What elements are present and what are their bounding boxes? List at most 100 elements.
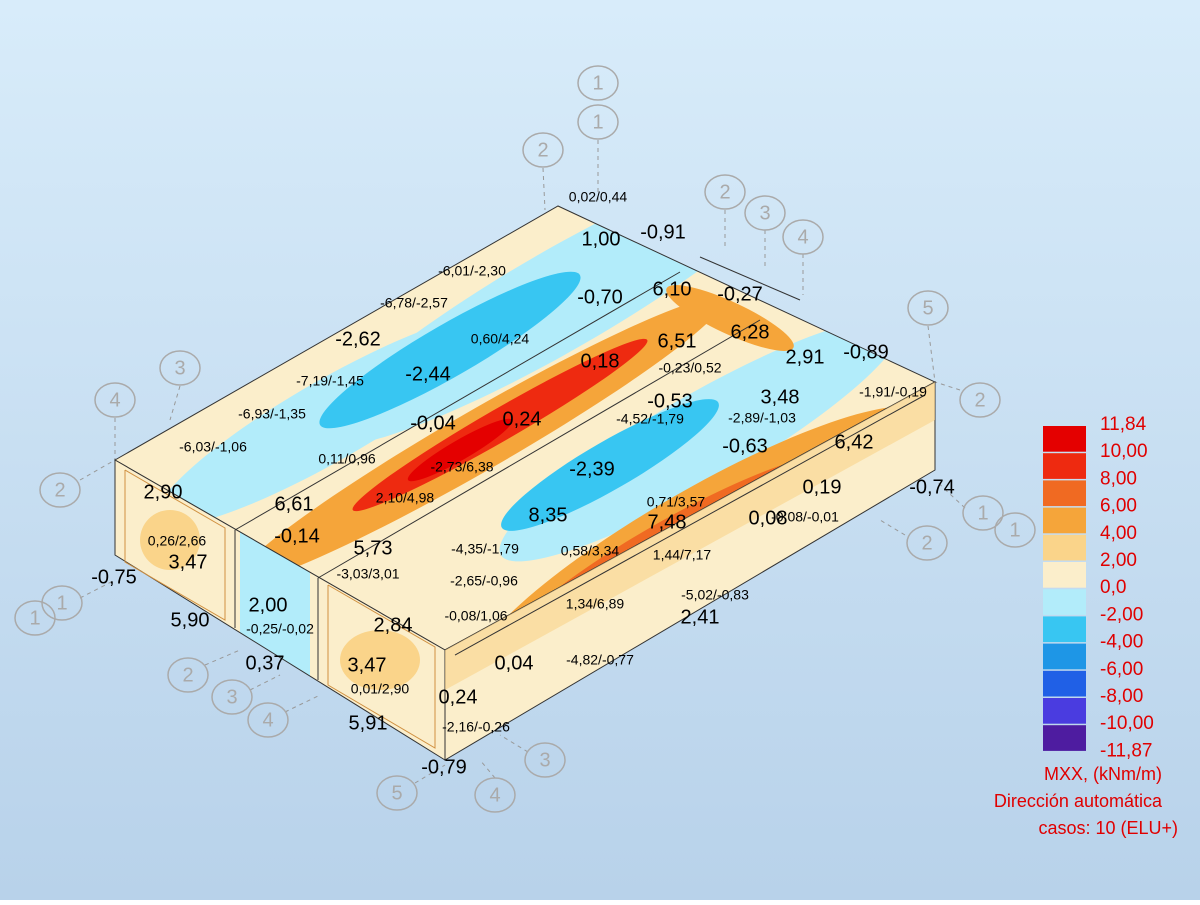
result-label: 0,71/3,57 xyxy=(647,494,706,510)
result-label: 2,41 xyxy=(681,606,720,628)
legend-label: 0,0 xyxy=(1100,577,1126,598)
axis-marker-label: 5 xyxy=(391,782,402,804)
result-label: 2,10/4,98 xyxy=(376,490,435,506)
result-label: -6,03/-1,06 xyxy=(179,439,247,455)
axis-marker-circle xyxy=(41,585,83,621)
axis-marker-circle xyxy=(247,702,289,738)
legend-label: 6,00 xyxy=(1100,496,1137,517)
axis-marker-circle xyxy=(39,472,81,508)
legend-swatch xyxy=(1043,725,1086,751)
axis-marker-label: 4 xyxy=(489,784,500,806)
result-labels: 1,00 -0,91 -0,70 6,10 -0,27 -2,62 6,51 6,28 2,91… xyxy=(91,189,955,779)
legend-swatch xyxy=(1043,426,1086,452)
axis-marker-label: 2 xyxy=(537,139,548,161)
result-label: 0,18 xyxy=(581,350,620,372)
legend-label: -11,87 xyxy=(1100,740,1152,761)
axis-marker-label: 2 xyxy=(974,389,985,411)
side-band xyxy=(445,382,935,690)
axis-marker-label: 3 xyxy=(759,202,770,224)
legend-label: -4,00 xyxy=(1100,632,1143,653)
result-label: 0,24 xyxy=(439,686,478,708)
result-label: -0,75 xyxy=(91,566,137,588)
result-label: 2,00 xyxy=(249,594,288,616)
axis-lines xyxy=(79,140,966,784)
result-label: 0,08 xyxy=(749,507,788,529)
axis-marker-label: 3 xyxy=(174,357,185,379)
axis-marker-circle xyxy=(744,195,786,231)
result-label: -2,65/-0,96 xyxy=(450,573,518,589)
result-label: -0,08/1,06 xyxy=(444,608,507,624)
result-label: 0,58/3,34 xyxy=(561,543,620,559)
legend-swatch xyxy=(1043,562,1086,588)
result-label: -2,44 xyxy=(405,363,451,385)
axis-marker-circle xyxy=(962,495,1004,531)
legend-label: -2,00 xyxy=(1100,604,1143,625)
axis-marker-circle xyxy=(524,742,566,778)
result-label: 5,91 xyxy=(349,712,388,734)
result-label: -5,02/-0,83 xyxy=(681,587,749,603)
result-label: -3,03/3,01 xyxy=(336,566,399,582)
result-label: -0,27 xyxy=(717,283,763,305)
result-label: 5,90 xyxy=(171,609,210,631)
result-label: -2,62 xyxy=(335,328,381,350)
axis-marker-label: 4 xyxy=(262,709,273,731)
result-label: 0,01/2,90 xyxy=(351,681,410,697)
axis-marker-circle xyxy=(14,600,56,636)
axis-marker-circle xyxy=(211,679,253,715)
axis-marker-label: 2 xyxy=(719,181,730,203)
result-label: 0,19 xyxy=(803,476,842,498)
result-label: -4,52/-1,79 xyxy=(616,411,684,427)
legend-caption: Dirección automática xyxy=(994,791,1163,811)
legend: 11,84 10,00 8,00 6,00 4,00 2,00 0,0 -2,00 -4,00 -… xyxy=(994,414,1178,838)
result-label: -7,19/-1,45 xyxy=(296,373,364,389)
result-label: 2,91 xyxy=(786,346,825,368)
axis-marker-circle xyxy=(782,219,824,255)
result-label: -2,73/6,38 xyxy=(430,459,493,475)
result-label: 5,73 xyxy=(354,537,393,559)
legend-swatch xyxy=(1043,589,1086,615)
result-label: -6,93/-1,35 xyxy=(238,406,306,422)
result-label: 6,10 xyxy=(653,278,692,300)
result-label: -1,91/-0,19 xyxy=(859,384,927,400)
result-label: -0,70 xyxy=(577,286,623,308)
wall-lines xyxy=(124,256,926,749)
result-label: -2,89/-1,03 xyxy=(728,410,796,426)
legend-caption: MXX, (kNm/m) xyxy=(1044,764,1162,784)
result-label: 1,34/6,89 xyxy=(566,596,625,612)
axis-marker-circle xyxy=(906,525,948,561)
result-label: -0,63 xyxy=(722,435,768,457)
result-label: 8,35 xyxy=(529,504,568,526)
legend-swatch xyxy=(1043,480,1086,507)
legend-caption: casos: 10 (ELU+) xyxy=(1038,818,1178,838)
axis-marker-label: 5 xyxy=(922,297,933,319)
result-label: 1,44/7,17 xyxy=(653,547,712,563)
result-label: 6,51 xyxy=(658,330,697,352)
result-label: 2,84 xyxy=(374,614,413,636)
result-label: 1,00 xyxy=(582,228,621,250)
axis-marker-label: 1 xyxy=(1009,519,1020,541)
result-label: -4,35/-1,79 xyxy=(451,541,519,557)
result-label: 0,02/0,44 xyxy=(569,189,628,205)
axis-marker-circle xyxy=(159,350,201,386)
axis-marker-label: 1 xyxy=(977,502,988,524)
axis-marker-label: 3 xyxy=(226,686,237,708)
result-label: -0,25/-0,02 xyxy=(246,621,314,637)
result-label: 0,04 xyxy=(495,652,534,674)
axis-marker-label: 4 xyxy=(109,389,120,411)
result-label: 0,11/0,96 xyxy=(318,451,376,467)
axis-marker-label: 1 xyxy=(29,607,40,629)
legend-label: 10,00 xyxy=(1100,441,1148,462)
axis-marker-circle xyxy=(522,132,564,168)
result-label: -0,74 xyxy=(909,476,955,498)
legend-label: -10,00 xyxy=(1100,713,1154,734)
legend-label: 11,84 xyxy=(1100,414,1147,435)
result-label: 0,60/4,24 xyxy=(471,331,530,347)
result-label: -0,89 xyxy=(843,341,889,363)
legend-swatch xyxy=(1043,643,1086,670)
legend-label: 8,00 xyxy=(1100,468,1137,489)
result-label: 7,48 xyxy=(648,511,687,533)
result-label: 6,61 xyxy=(275,493,314,515)
legend-label: -6,00 xyxy=(1100,659,1143,680)
